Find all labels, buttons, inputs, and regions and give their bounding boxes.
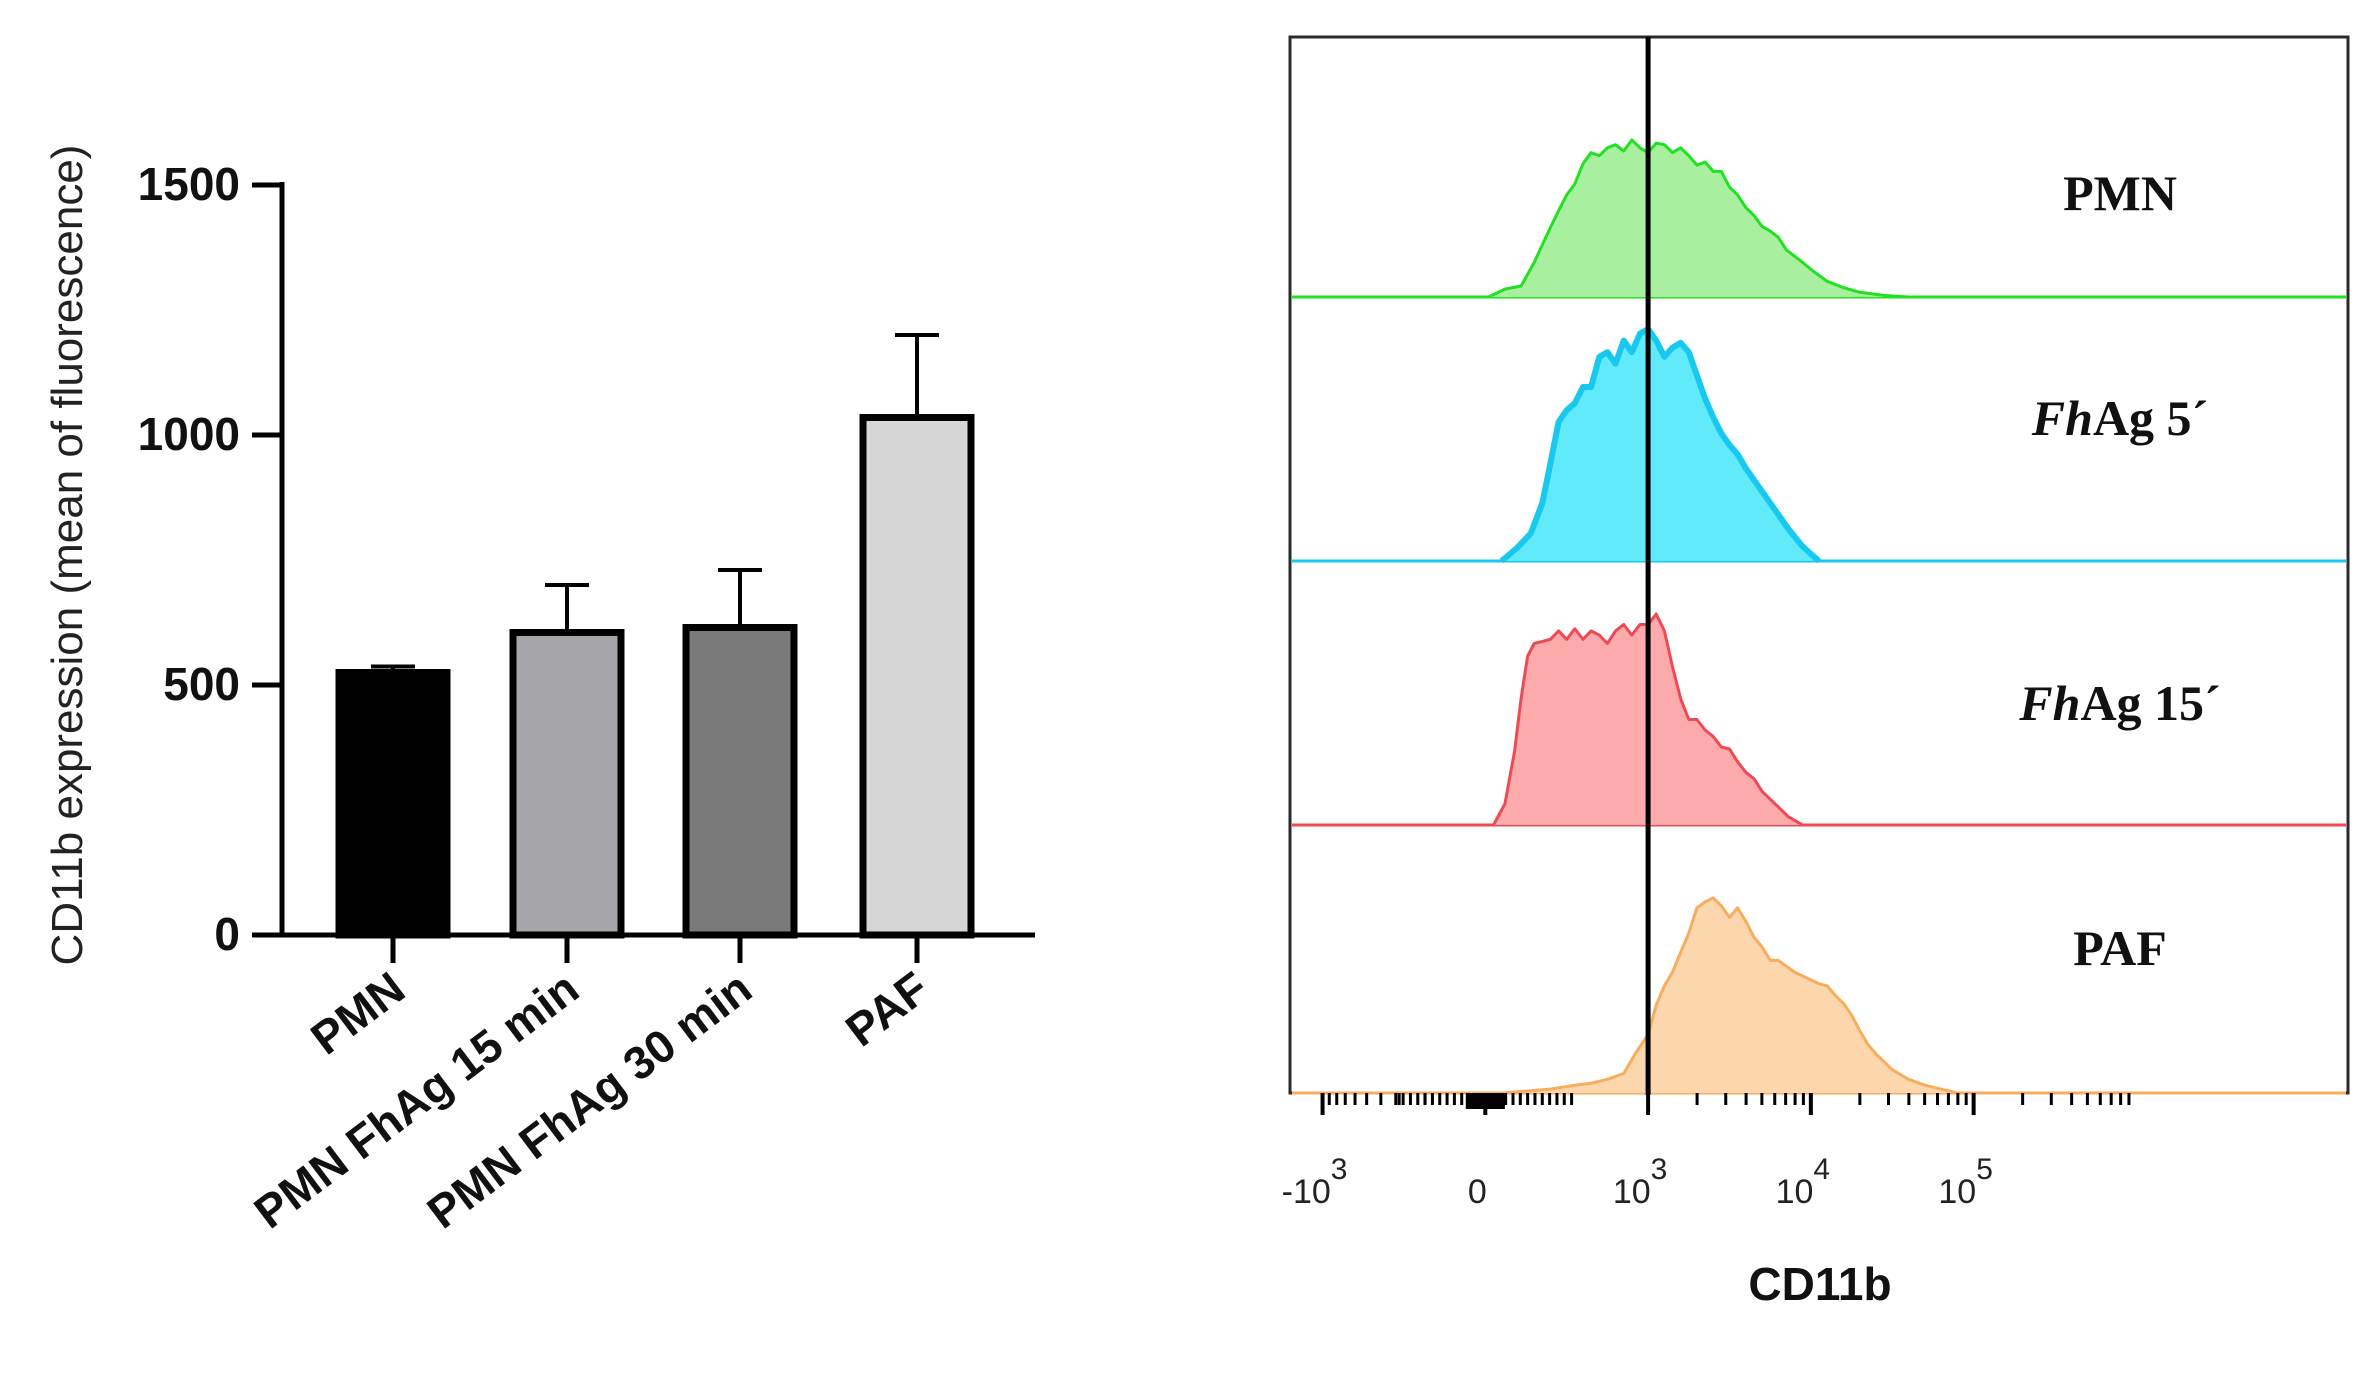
histogram-label-italic: Fh [2031,390,2093,446]
histogram-fill-pmn [1488,140,1909,297]
tick-base: -10 [1282,1173,1331,1211]
bar-y-tick-label: 1000 [138,408,240,460]
tick-base: 10 [1776,1173,1814,1211]
histogram-x-tick-label: 0 [1468,1173,1487,1211]
bar-pmn [335,669,451,939]
histogram-label-ag5: FhAg 5´ [2031,390,2208,446]
tick-exponent: 3 [1651,1153,1668,1186]
bar-y-tick-label: 0 [214,908,240,960]
bar-pmn-fhag-30-min [682,624,798,939]
bar-pmn-fhag-15-min [509,629,625,939]
histogram-x-tick-label: -103 [1282,1153,1348,1211]
histogram-outline-pmn [1487,138,1909,299]
histogram-label-text: Ag 5´ [2093,390,2208,446]
histogram-fill-ag5 [1501,329,1819,561]
bar-y-tick-label: 500 [163,658,240,710]
tick-base: 0 [1468,1173,1487,1211]
tick-exponent: 5 [1976,1153,1993,1186]
histogram-x-tick-label: 105 [1938,1153,1993,1211]
histogram-label-text: PMN [2063,165,2177,221]
bar-x-tick-label: PMN [301,961,414,1064]
histogram-label-ag15: FhAg 15´ [2018,675,2220,731]
histogram-fill-paf [1452,898,1958,1093]
tick-exponent: 4 [1813,1153,1830,1186]
tick-exponent: 3 [1331,1153,1348,1186]
bar-x-tick-label: PAF [836,961,938,1056]
histogram-x-tick-label: 104 [1776,1153,1831,1211]
histogram-label-text: Ag 15´ [2080,675,2220,731]
bar-y-tick-label: 1500 [138,158,240,210]
histogram-label-italic: Fh [2018,675,2080,731]
histogram-outline-ag5 [1499,326,1821,564]
histogram-x-tick-label: 103 [1613,1153,1668,1211]
histogram-label-pmn: PMN [2063,165,2177,221]
bar-y-axis-label: CD11b expression (mean of fluorescence) [43,145,92,966]
histogram-label-paf: PAF [2073,920,2166,976]
bar-x-tick-label: PMN FhAg 30 min [417,961,761,1238]
bar-y-ticks: 0 500 1000 1500 [138,158,282,960]
histogram-outline-paf [1452,896,1958,1095]
histogram-plot-frame [1288,35,2350,1095]
tick-base: 10 [1938,1173,1976,1211]
histogram-zero-tick-cluster [1465,1093,1505,1109]
histogram-x-axis-label: CD11b [1748,1258,1891,1310]
histogram-label-text: PAF [2073,920,2166,976]
bar-chart: CD11b expression (mean of fluorescence) … [43,145,1035,1238]
bar-series [335,333,975,939]
bar-paf [859,414,975,939]
tick-base: 10 [1613,1173,1651,1211]
histogram-outline-ag15 [1492,612,1804,827]
